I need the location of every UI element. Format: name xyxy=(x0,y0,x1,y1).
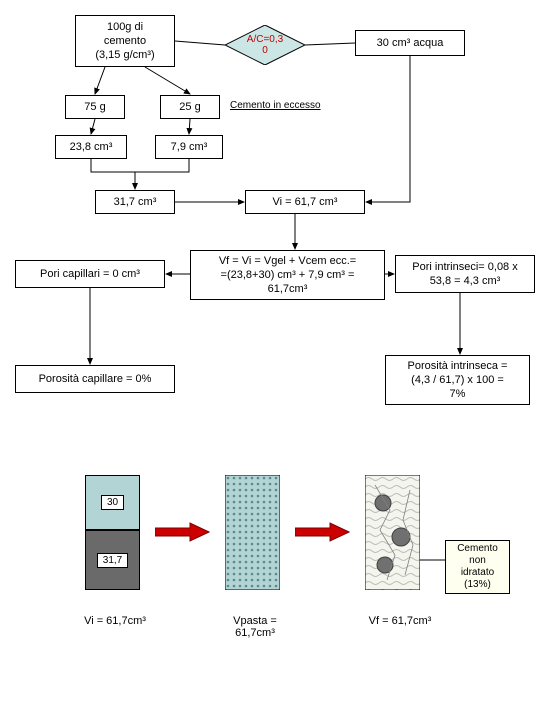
box-pori-capillari: Pori capillari = 0 cm³ xyxy=(15,260,165,288)
callout-cemento-non-idratato: Cemento non idratato (13%) xyxy=(445,540,510,594)
vf-l2: =(23,8+30) cm³ + 7,9 cm³ = xyxy=(221,268,355,282)
red-arrow-1 xyxy=(155,522,210,542)
pint-l1: Porosità intrinseca = xyxy=(408,359,508,373)
yel-l4: (13%) xyxy=(448,579,507,591)
cemento-l2: cemento xyxy=(104,34,146,48)
box-25g: 25 g xyxy=(160,95,220,119)
cemento-l1: 100g di xyxy=(107,20,143,34)
box-79: 7,9 cm³ xyxy=(155,135,223,159)
label-vpasta-bottom: Vpasta = 61,7cm³ xyxy=(225,615,285,639)
label-vi-bottom: Vi = 61,7cm³ xyxy=(70,615,160,627)
yel-l3: idratato xyxy=(448,567,507,579)
box-cemento: 100g di cemento (3,15 g/cm³) xyxy=(75,15,175,67)
box-238: 23,8 cm³ xyxy=(55,135,127,159)
box-porosita-capillare: Porosità capillare = 0% xyxy=(15,365,175,393)
pi-l1: Pori intrinseci= 0,08 x xyxy=(412,260,517,274)
box-pori-intrinseci: Pori intrinseci= 0,08 x 53,8 = 4,3 cm³ xyxy=(395,255,535,293)
pi-l2: 53,8 = 4,3 cm³ xyxy=(430,274,501,288)
box-acqua: 30 cm³ acqua xyxy=(355,30,465,56)
cemento-l3: (3,15 g/cm³) xyxy=(95,48,154,62)
vf-l1: Vf = Vi = Vgel + Vcem ecc.= xyxy=(219,254,356,268)
label-vf-bottom: Vf = 61,7cm³ xyxy=(355,615,445,627)
tag-317: 31,7 xyxy=(97,553,128,568)
label-cemento-eccesso: Cemento in eccesso xyxy=(230,100,321,111)
box-vi: Vi = 61,7 cm³ xyxy=(245,190,365,214)
red-arrow-2 xyxy=(295,522,350,542)
col-vpasta xyxy=(225,475,280,590)
pint-l3: 7% xyxy=(450,387,466,401)
yel-l2: non xyxy=(448,555,507,567)
box-porosita-intrinseca: Porosità intrinseca = (4,3 / 61,7) x 100… xyxy=(385,355,530,405)
col-vi-cement: 31,7 xyxy=(85,530,140,590)
vp-l2: 61,7cm³ xyxy=(225,627,285,639)
col-vi-water: 30 xyxy=(85,475,140,530)
vp-l1: Vpasta = xyxy=(225,615,285,627)
vf-l3: 61,7cm³ xyxy=(268,282,308,296)
box-317: 31,7 cm³ xyxy=(95,190,175,214)
box-vf: Vf = Vi = Vgel + Vcem ecc.= =(23,8+30) c… xyxy=(190,250,385,300)
col-vf xyxy=(365,475,420,590)
ratio-diamond: A/C=0,3 0 xyxy=(225,25,305,65)
yel-l1: Cemento xyxy=(448,543,507,555)
diamond-line1: A/C=0,3 xyxy=(247,34,283,45)
pint-l2: (4,3 / 61,7) x 100 = xyxy=(411,373,504,387)
diamond-line2: 0 xyxy=(262,45,268,56)
tag-30: 30 xyxy=(101,495,124,510)
box-75g: 75 g xyxy=(65,95,125,119)
